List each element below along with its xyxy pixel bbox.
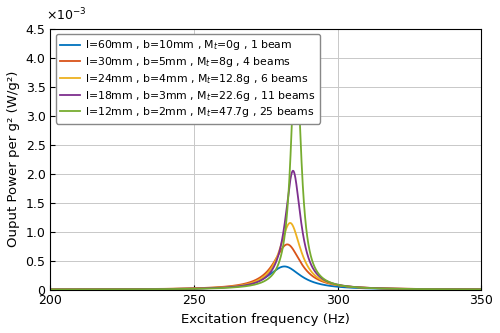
l=24mm , b=4mm , M$_t$=12.8g , 6 beams (65, 287, 71, 291)
l=30mm , b=5mm , M$_t$=8g , 4 beams (258, 275, 264, 279)
Line: l=24mm , b=4mm , M$_t$=12.8g , 6 beams: l=24mm , b=4mm , M$_t$=12.8g , 6 beams (50, 223, 481, 289)
Line: l=60mm , b=10mm , M$_t$=0g , 1 beam: l=60mm , b=10mm , M$_t$=0g , 1 beam (50, 266, 481, 289)
l=30mm , b=5mm , M$_t$=8g , 4 beams (284, 242, 290, 246)
l=12mm , b=2mm , M$_t$=47.7g , 25 beams (132, 287, 138, 291)
l=18mm , b=3mm , M$_t$=22.6g , 11 beams (73, 287, 79, 291)
l=12mm , b=2mm , M$_t$=47.7g , 25 beams (50, 287, 56, 291)
l=60mm , b=10mm , M$_t$=0g , 1 beam (478, 287, 484, 291)
Line: l=18mm , b=3mm , M$_t$=22.6g , 11 beams: l=18mm , b=3mm , M$_t$=22.6g , 11 beams (50, 171, 481, 289)
l=18mm , b=3mm , M$_t$=22.6g , 11 beams (50, 287, 56, 291)
Line: l=12mm , b=2mm , M$_t$=47.7g , 25 beams: l=12mm , b=2mm , M$_t$=47.7g , 25 beams (50, 49, 481, 289)
l=30mm , b=5mm , M$_t$=8g , 4 beams (48, 287, 54, 291)
l=60mm , b=10mm , M$_t$=0g , 1 beam (456, 287, 462, 291)
l=60mm , b=10mm , M$_t$=0g , 1 beam (132, 287, 138, 291)
l=12mm , b=2mm , M$_t$=47.7g , 25 beams (48, 287, 54, 291)
Y-axis label: Ouput Power per g² (W/g²): Ouput Power per g² (W/g²) (7, 71, 20, 247)
l=24mm , b=4mm , M$_t$=12.8g , 6 beams (456, 287, 462, 291)
l=60mm , b=10mm , M$_t$=0g , 1 beam (50, 287, 56, 291)
l=18mm , b=3mm , M$_t$=22.6g , 11 beams (48, 287, 54, 291)
l=30mm , b=5mm , M$_t$=8g , 4 beams (65, 287, 71, 291)
l=24mm , b=4mm , M$_t$=12.8g , 6 beams (258, 277, 264, 281)
l=30mm , b=5mm , M$_t$=8g , 4 beams (50, 287, 56, 291)
l=30mm , b=5mm , M$_t$=8g , 4 beams (478, 287, 484, 291)
l=12mm , b=2mm , M$_t$=47.7g , 25 beams (456, 287, 462, 291)
l=18mm , b=3mm , M$_t$=22.6g , 11 beams (456, 287, 462, 291)
Text: $\times10^{-3}$: $\times10^{-3}$ (46, 7, 87, 23)
l=30mm , b=5mm , M$_t$=8g , 4 beams (456, 287, 462, 291)
l=60mm , b=10mm , M$_t$=0g , 1 beam (48, 287, 54, 291)
l=12mm , b=2mm , M$_t$=47.7g , 25 beams (258, 281, 264, 285)
l=24mm , b=4mm , M$_t$=12.8g , 6 beams (50, 287, 56, 291)
l=60mm , b=10mm , M$_t$=0g , 1 beam (282, 264, 288, 268)
Legend: l=60mm , b=10mm , M$_t$=0g , 1 beam, l=30mm , b=5mm , M$_t$=8g , 4 beams, l=24mm: l=60mm , b=10mm , M$_t$=0g , 1 beam, l=3… (56, 34, 320, 124)
l=24mm , b=4mm , M$_t$=12.8g , 6 beams (132, 287, 138, 291)
l=60mm , b=10mm , M$_t$=0g , 1 beam (258, 278, 264, 282)
l=18mm , b=3mm , M$_t$=22.6g , 11 beams (132, 287, 138, 291)
l=30mm , b=5mm , M$_t$=8g , 4 beams (132, 287, 138, 291)
l=24mm , b=4mm , M$_t$=12.8g , 6 beams (73, 287, 79, 291)
l=18mm , b=3mm , M$_t$=22.6g , 11 beams (65, 287, 71, 291)
l=24mm , b=4mm , M$_t$=12.8g , 6 beams (287, 221, 293, 225)
l=24mm , b=4mm , M$_t$=12.8g , 6 beams (478, 287, 484, 291)
l=60mm , b=10mm , M$_t$=0g , 1 beam (73, 287, 79, 291)
Line: l=30mm , b=5mm , M$_t$=8g , 4 beams: l=30mm , b=5mm , M$_t$=8g , 4 beams (50, 244, 481, 289)
l=12mm , b=2mm , M$_t$=47.7g , 25 beams (65, 287, 71, 291)
l=12mm , b=2mm , M$_t$=47.7g , 25 beams (478, 287, 484, 291)
l=12mm , b=2mm , M$_t$=47.7g , 25 beams (293, 47, 299, 51)
l=24mm , b=4mm , M$_t$=12.8g , 6 beams (48, 287, 54, 291)
l=12mm , b=2mm , M$_t$=47.7g , 25 beams (73, 287, 79, 291)
l=60mm , b=10mm , M$_t$=0g , 1 beam (65, 287, 71, 291)
l=30mm , b=5mm , M$_t$=8g , 4 beams (73, 287, 79, 291)
l=18mm , b=3mm , M$_t$=22.6g , 11 beams (478, 287, 484, 291)
X-axis label: Excitation frequency (Hz): Excitation frequency (Hz) (182, 313, 350, 326)
l=18mm , b=3mm , M$_t$=22.6g , 11 beams (290, 169, 296, 173)
l=18mm , b=3mm , M$_t$=22.6g , 11 beams (258, 278, 264, 282)
